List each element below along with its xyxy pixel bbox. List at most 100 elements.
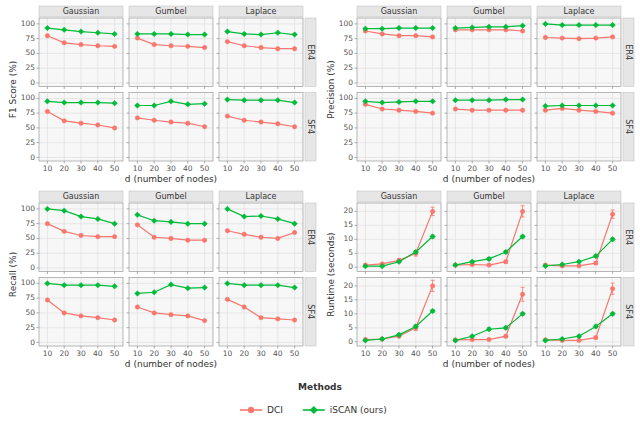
marker — [430, 111, 434, 115]
tick-label: 100 — [21, 19, 36, 28]
tick-mark — [217, 223, 220, 224]
tick-label: 10 — [43, 164, 53, 173]
grid-line — [129, 38, 213, 39]
tick-mark — [535, 253, 538, 254]
tick-mark — [365, 87, 366, 90]
row-label: SF4 — [624, 119, 633, 134]
facet: 102030405005101520 — [343, 278, 441, 359]
tick-label: 40 — [411, 164, 421, 173]
marker — [258, 213, 264, 219]
tick-label: 20 — [557, 164, 567, 173]
grid-line — [562, 278, 563, 347]
tick-label: 50 — [200, 164, 210, 173]
tick-mark — [355, 68, 358, 69]
marker — [396, 99, 402, 105]
tick-mark — [37, 53, 40, 54]
marker — [241, 97, 247, 103]
data-group — [135, 212, 208, 242]
series-line — [227, 209, 294, 224]
tick-label: 30 — [256, 349, 266, 358]
marker — [225, 297, 229, 301]
tick-label: 0 — [30, 78, 35, 87]
grid-line — [357, 327, 441, 328]
data-group — [45, 206, 118, 239]
grid-line — [129, 342, 213, 343]
marker — [610, 22, 616, 28]
grid-line — [129, 267, 213, 268]
facet: 1020304050 — [127, 278, 214, 359]
grid-line — [537, 211, 621, 212]
plot-frame — [447, 203, 531, 272]
facet: 10203040500255075100 — [21, 93, 123, 174]
tick-mark — [399, 87, 400, 90]
marker — [275, 97, 281, 103]
tick-mark — [355, 341, 358, 342]
tick-label: 100 — [21, 93, 36, 102]
tick-label: 30 — [574, 164, 584, 173]
marker — [112, 31, 118, 37]
tick-mark — [445, 327, 448, 328]
tick-mark — [217, 82, 220, 83]
strip — [129, 191, 213, 202]
data-group — [45, 25, 118, 48]
column-label: Gaussian — [63, 192, 100, 201]
grid-line — [129, 53, 213, 54]
axis-label: Runtime (seconds) — [326, 232, 336, 316]
marker — [453, 262, 459, 268]
plot-background — [39, 93, 123, 162]
tick-mark — [217, 327, 220, 328]
marker — [169, 44, 173, 48]
facet: 05101520Gaussian — [343, 191, 441, 274]
series-line — [365, 211, 432, 265]
marker — [62, 41, 66, 45]
marker — [453, 25, 459, 31]
tick-mark — [415, 87, 416, 90]
facet: 1020304050SF4 — [535, 93, 635, 174]
column-label: Laplace — [246, 192, 277, 201]
legend-marker — [248, 407, 254, 413]
marker — [259, 45, 263, 49]
tick-mark — [432, 272, 433, 275]
plot-frame — [537, 203, 621, 272]
marker — [503, 24, 509, 30]
marker — [430, 209, 434, 213]
grid-line — [365, 203, 366, 272]
tick-label: 10 — [133, 349, 143, 358]
grid-line — [537, 98, 621, 99]
plot-frame — [357, 203, 441, 272]
marker — [576, 259, 582, 265]
tick-mark — [187, 272, 188, 275]
tick-mark — [445, 38, 448, 39]
marker — [414, 109, 418, 113]
marker — [543, 21, 549, 27]
grid-line — [382, 278, 383, 347]
marker — [292, 125, 296, 129]
tick-mark — [217, 298, 220, 299]
grid-line — [129, 127, 213, 128]
marker — [576, 333, 582, 339]
marker — [112, 100, 118, 106]
marker — [185, 221, 191, 227]
column-label: Laplace — [246, 7, 277, 16]
grid-line — [39, 82, 123, 83]
tick-label: 20 — [343, 281, 353, 290]
grid-line — [39, 23, 123, 24]
tick-mark — [261, 87, 262, 90]
tick-mark — [355, 23, 358, 24]
marker — [151, 290, 157, 296]
grid-line — [204, 203, 205, 272]
tick-label: 40 — [93, 349, 103, 358]
marker — [152, 118, 156, 122]
tick-label: 50 — [608, 349, 618, 358]
marker — [379, 263, 385, 269]
plot-frame — [39, 18, 123, 87]
tick-label: 30 — [394, 164, 404, 173]
tick-label: 50 — [25, 308, 35, 317]
tick-label: 50 — [110, 349, 120, 358]
strip — [623, 278, 634, 347]
marker — [487, 108, 491, 112]
marker — [593, 253, 599, 258]
tick-mark — [355, 267, 358, 268]
tick-label: 40 — [591, 164, 601, 173]
marker — [135, 31, 141, 37]
